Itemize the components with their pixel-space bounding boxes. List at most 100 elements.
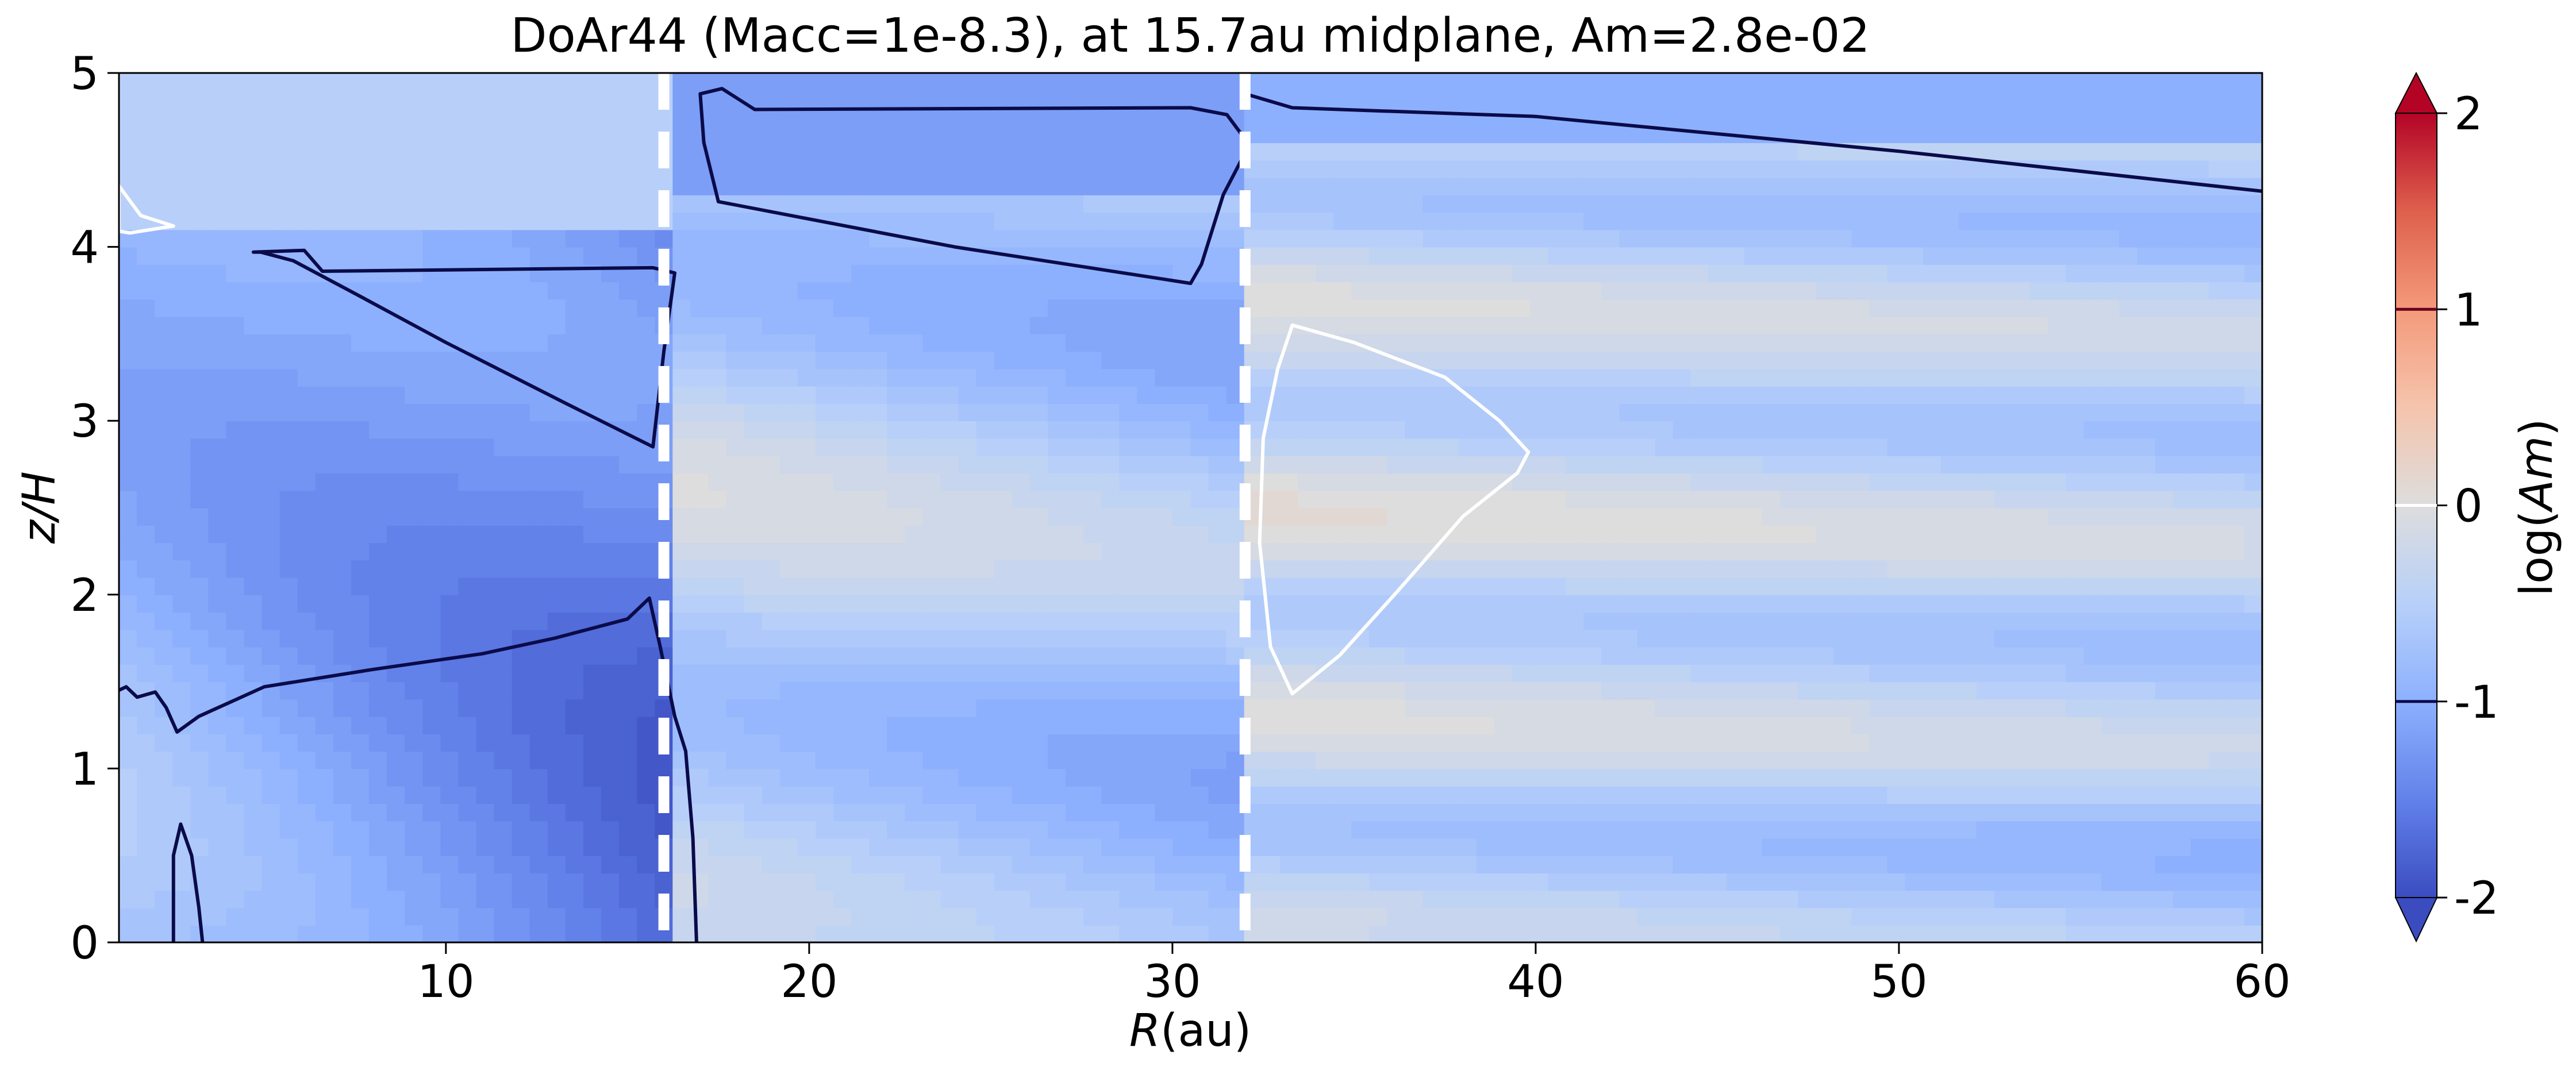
heatmap-cell bbox=[1155, 403, 1174, 422]
heatmap-cell bbox=[1762, 577, 1781, 595]
heatmap-cell bbox=[387, 455, 406, 473]
heatmap-cell bbox=[351, 455, 370, 473]
heatmap-cell bbox=[1780, 612, 1799, 630]
heatmap-cell bbox=[1440, 664, 1459, 683]
heatmap-cell bbox=[190, 803, 209, 822]
heatmap-cell bbox=[279, 386, 298, 404]
heatmap-cell bbox=[208, 525, 227, 544]
heatmap-cell bbox=[1155, 560, 1174, 578]
heatmap-cell bbox=[726, 838, 745, 856]
heatmap-cell bbox=[190, 438, 209, 456]
heatmap-cell bbox=[1172, 855, 1191, 873]
heatmap-cell bbox=[1458, 560, 1477, 578]
heatmap-cell bbox=[905, 873, 924, 891]
heatmap-cell bbox=[1351, 473, 1370, 491]
heatmap-cell bbox=[119, 716, 138, 734]
heatmap-cell bbox=[1583, 542, 1602, 561]
heatmap-cell bbox=[387, 699, 406, 717]
heatmap-cell bbox=[833, 612, 852, 630]
heatmap-cell bbox=[1690, 107, 1709, 126]
heatmap-cell bbox=[940, 838, 959, 856]
heatmap-cell bbox=[1422, 107, 1441, 126]
heatmap-cell bbox=[1744, 525, 1763, 544]
heatmap-cell bbox=[762, 768, 781, 787]
heatmap-cell bbox=[1155, 316, 1174, 334]
heatmap-cell bbox=[1744, 125, 1763, 144]
heatmap-cell bbox=[422, 403, 441, 422]
heatmap-cell bbox=[726, 438, 745, 456]
heatmap-cell bbox=[494, 316, 513, 334]
heatmap-cell bbox=[1422, 386, 1441, 404]
heatmap-cell bbox=[1172, 473, 1191, 491]
heatmap-cell bbox=[565, 716, 584, 734]
heatmap-cell bbox=[1887, 421, 1906, 439]
heatmap-cell bbox=[1101, 803, 1120, 822]
heatmap-cell bbox=[172, 507, 191, 526]
heatmap-cell bbox=[208, 386, 227, 404]
heatmap-cell bbox=[1476, 768, 1495, 787]
heatmap-cell bbox=[1262, 907, 1281, 926]
heatmap-cell bbox=[512, 299, 530, 317]
heatmap-cell bbox=[119, 821, 138, 839]
heatmap-cell bbox=[1012, 177, 1031, 195]
heatmap-cell bbox=[779, 143, 798, 161]
heatmap-cell bbox=[1529, 403, 1548, 422]
heatmap-cell bbox=[708, 560, 727, 578]
heatmap-cell bbox=[1494, 577, 1513, 595]
heatmap-cell bbox=[1851, 107, 1870, 126]
heatmap-cell bbox=[1029, 299, 1048, 317]
heatmap-cell bbox=[172, 542, 191, 561]
heatmap-cell bbox=[1655, 282, 1674, 300]
heatmap-cell bbox=[405, 212, 424, 230]
heatmap-cell bbox=[529, 455, 548, 473]
heatmap-cell bbox=[1816, 542, 1835, 561]
heatmap-cell bbox=[1816, 821, 1835, 839]
heatmap-cell bbox=[1405, 316, 1424, 334]
heatmap-cell bbox=[976, 282, 995, 300]
heatmap-cell bbox=[1029, 212, 1048, 230]
heatmap-cell bbox=[1816, 473, 1835, 491]
heatmap-cell bbox=[1494, 507, 1513, 526]
heatmap-cell bbox=[940, 421, 959, 439]
heatmap-cell bbox=[1262, 143, 1281, 161]
heatmap-cell bbox=[279, 577, 298, 595]
heatmap-cell bbox=[1387, 751, 1406, 769]
heatmap-cell bbox=[762, 282, 781, 300]
heatmap-cell bbox=[1887, 907, 1906, 926]
heatmap-cell bbox=[779, 316, 798, 334]
heatmap-cell bbox=[1405, 490, 1424, 509]
heatmap-cell bbox=[315, 455, 334, 473]
heatmap-cell bbox=[887, 212, 906, 230]
heatmap-cell bbox=[958, 525, 977, 544]
heatmap-cell bbox=[458, 612, 477, 630]
heatmap-cell bbox=[1494, 699, 1513, 717]
heatmap-cell bbox=[1762, 542, 1781, 561]
heatmap-cell bbox=[976, 143, 995, 161]
heatmap-cell bbox=[994, 125, 1013, 144]
heatmap-cell bbox=[1655, 455, 1674, 473]
heatmap-cell bbox=[1297, 821, 1316, 839]
heatmap-cell bbox=[226, 264, 245, 283]
heatmap-cell bbox=[762, 838, 781, 856]
heatmap-cell bbox=[1440, 716, 1459, 734]
heatmap-cell bbox=[1619, 90, 1638, 109]
heatmap-cell bbox=[690, 733, 709, 752]
heatmap-cell bbox=[529, 212, 548, 230]
heatmap-cell bbox=[405, 107, 424, 126]
heatmap-cell bbox=[155, 473, 174, 491]
heatmap-cell bbox=[1316, 542, 1335, 561]
heatmap-cell bbox=[1566, 577, 1585, 595]
heatmap-cell bbox=[1548, 821, 1567, 839]
heatmap-cell bbox=[1208, 733, 1227, 752]
heatmap-cell bbox=[1566, 473, 1585, 491]
heatmap-cell bbox=[708, 299, 727, 317]
heatmap-cell bbox=[1066, 473, 1085, 491]
heatmap-cell bbox=[1208, 386, 1227, 404]
heatmap-cell bbox=[262, 890, 280, 908]
heatmap-cell bbox=[1101, 247, 1120, 265]
heatmap-cell bbox=[922, 386, 941, 404]
heatmap-cell bbox=[476, 699, 495, 717]
heatmap-cell bbox=[1083, 73, 1102, 91]
heatmap-cell bbox=[1744, 542, 1763, 561]
heatmap-cell bbox=[1566, 316, 1585, 334]
